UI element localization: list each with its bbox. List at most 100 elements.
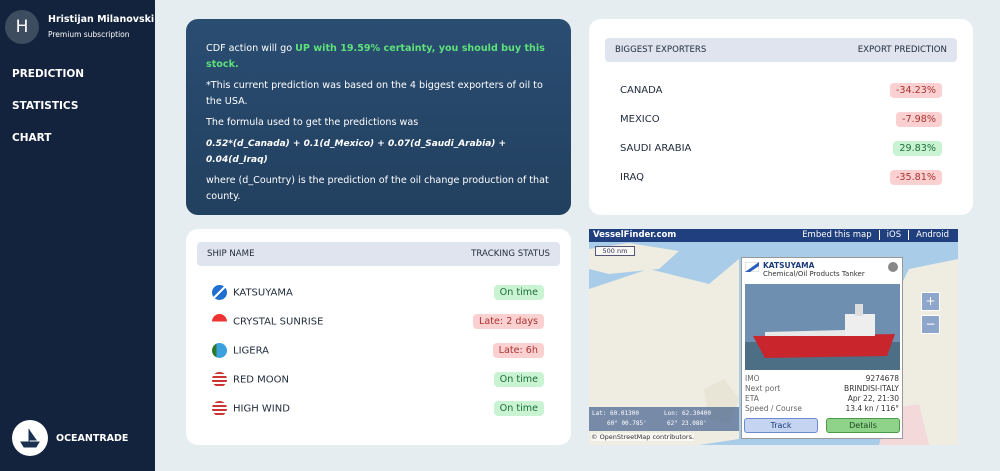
basis: *This current prediction was based on th… (206, 80, 543, 107)
table-row: MEXICO -7.98% (620, 105, 942, 134)
prediction-badge: -34.23% (889, 83, 942, 98)
table-body: CANADA -34.23% MEXICO -7.98% SAUDI ARABIA 29.… (605, 62, 957, 192)
note: where (d_Country) is the prediction of t… (206, 175, 549, 202)
table-row: KATSUYAMA On time (212, 278, 544, 307)
status-badge: On time (493, 372, 544, 387)
flag-icon (212, 372, 227, 387)
vessel-field: ETA Apr 22, 21:30 (742, 394, 902, 404)
table-row: RED MOON On time (212, 365, 544, 394)
field-value: Apr 22, 21:30 (847, 394, 899, 403)
table-row: SAUDI ARABIA 29.83% (620, 134, 942, 163)
vessel-name: KATSUYAMA (763, 261, 815, 270)
nav-item[interactable]: CHART (12, 132, 52, 144)
field-label: ETA (745, 394, 759, 403)
ship-cell: LIGERA (212, 343, 269, 358)
nav-item[interactable]: STATISTICS (12, 100, 79, 112)
country: SAUDI ARABIA (620, 143, 692, 154)
prediction-badge: 29.83% (893, 141, 942, 156)
attribution: © OpenStreetMap contributors. (591, 433, 695, 441)
vessel-fields: IMO 9274678 Next port BRINDISI-ITALY ETA Apr … (742, 374, 902, 414)
vessel-field: IMO 9274678 (742, 374, 902, 384)
header-cell: BIGGEST EXPORTERS (615, 45, 707, 55)
map-link[interactable]: Android (908, 230, 956, 240)
formula: 0.52*(d_Canada) + 0.1(d_Mexico) + 0.07(d… (206, 139, 507, 165)
lat-dms: 60° 00.785' (607, 420, 647, 427)
nav-item[interactable]: PREDICTION (12, 68, 85, 80)
field-label: Speed / Course (745, 404, 802, 413)
field-label: IMO (745, 374, 760, 383)
country: CANADA (620, 85, 663, 96)
ship-cell: CRYSTAL SUNRISE (212, 314, 323, 329)
field-label: Next port (745, 384, 781, 393)
map-toolbar: VesselFinder.com Embed this map iOS Androi… (589, 229, 958, 242)
lon-dms: 62° 23.088' (667, 420, 707, 427)
brand: OCEANTRADE (56, 433, 129, 444)
ship-name: HIGH WIND (233, 403, 290, 415)
ship-name: KATSUYAMA (233, 287, 293, 299)
brand-logo (12, 420, 48, 456)
vessel-flag (745, 262, 759, 272)
prediction-text: CDF action will go UP with 19.59% certai… (206, 41, 551, 73)
vessel-popup: KATSUYAMA Chemical/Oil Products Tanker I… (741, 257, 903, 439)
table-row: IRAQ -35.81% (620, 163, 942, 192)
formula-intro: The formula used to get the predictions … (206, 117, 419, 128)
table-header: BIGGEST EXPORTERS EXPORT PREDICTION (605, 38, 957, 62)
vessel-photo (745, 284, 900, 370)
field-value: 13.4 kn / 116° (845, 404, 899, 413)
details-button[interactable]: Details (826, 418, 900, 433)
header-cell: EXPORT PREDICTION (857, 45, 947, 55)
table-row: CRYSTAL SUNRISE Late: 2 days (212, 307, 544, 336)
flag-icon (212, 314, 227, 329)
lead: CDF action will go (206, 43, 296, 54)
zoom-out[interactable]: − (921, 315, 940, 334)
map-brand[interactable]: VesselFinder.com (593, 230, 677, 240)
country: MEXICO (620, 114, 660, 125)
ship-name: RED MOON (233, 374, 289, 386)
field-value: BRINDISI-ITALY (844, 384, 899, 393)
sidebar: H Hristijan Milanovski Premium subscript… (0, 0, 155, 471)
table-row: HIGH WIND On time (212, 394, 544, 423)
header-cell: SHIP NAME (207, 249, 255, 259)
map: VesselFinder.com Embed this map iOS Androi… (589, 229, 958, 445)
flag-icon (212, 343, 227, 358)
flag-icon (212, 285, 227, 300)
avatar: H (5, 10, 39, 44)
field-value: 9274678 (865, 374, 899, 383)
exporters-card: BIGGEST EXPORTERS EXPORT PREDICTION CANAD… (589, 19, 973, 215)
lon: Lon: 62.30400 (664, 410, 711, 417)
prediction-card: CDF action will go UP with 19.59% certai… (186, 19, 571, 215)
highlight: UP with 19.59% certainty, you should buy… (206, 43, 545, 70)
header-cell: TRACKING STATUS (471, 249, 550, 259)
coords-box: Lat: 60.01300 Lon: 62.30400 60° 00.785' … (589, 407, 739, 431)
ship-name: CRYSTAL SUNRISE (233, 316, 324, 328)
zoom-in[interactable]: + (921, 292, 940, 311)
status-badge: Late: 6h (492, 343, 544, 358)
ship-cell: KATSUYAMA (212, 285, 293, 300)
scale-bar: 500 nm (595, 246, 635, 256)
ship-cell: RED MOON (212, 372, 289, 387)
ships-card: SHIP NAME TRACKING STATUS KATSUYAMA On tim… (186, 229, 571, 445)
ship-cell: HIGH WIND (212, 401, 290, 416)
status-badge: On time (493, 401, 544, 416)
status-badge: Late: 2 days (473, 314, 544, 329)
user-name: Hristijan Milanovski (48, 14, 155, 25)
close-button[interactable] (888, 262, 898, 272)
table-row: LIGERA Late: 6h (212, 336, 544, 365)
country: IRAQ (620, 172, 645, 183)
map-link[interactable]: Embed this map (802, 230, 872, 240)
table-body: KATSUYAMA On time CRYSTAL SUNRISE Late: 2 d… (197, 266, 560, 423)
status-badge: On time (493, 285, 544, 300)
prediction-badge: -7.98% (896, 112, 942, 127)
track-button[interactable]: Track (744, 418, 818, 433)
map-link[interactable]: iOS (878, 230, 909, 240)
table-row: CANADA -34.23% (620, 76, 942, 105)
flag-icon (212, 401, 227, 416)
ship-name: LIGERA (233, 345, 269, 357)
vessel-type: Chemical/Oil Products Tanker (763, 270, 865, 278)
lat: Lat: 60.01300 (592, 410, 639, 417)
prediction-badge: -35.81% (889, 170, 942, 185)
table-header: SHIP NAME TRACKING STATUS (197, 242, 560, 266)
vessel-field: Speed / Course 13.4 kn / 116° (742, 404, 902, 414)
vessel-field: Next port BRINDISI-ITALY (742, 384, 902, 394)
